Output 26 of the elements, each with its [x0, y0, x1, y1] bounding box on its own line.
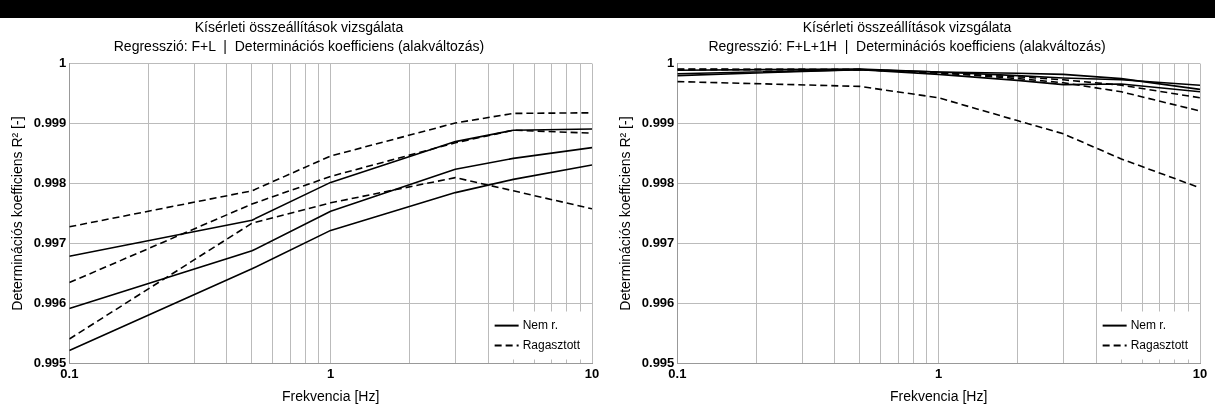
x-tick-label: 1: [935, 365, 943, 381]
x-tick-label: 1: [327, 365, 335, 381]
y-tick-label: 0.999: [33, 115, 67, 131]
y-tick-label: 0.998: [33, 175, 67, 191]
x-tick-label: 10: [1192, 365, 1208, 381]
chart-subtitle: Regresszió: F+L+1H | Determinációs koefficiens (alakváltozás): [708, 38, 1106, 55]
chart-subtitle: Regresszió: F+L | Determinációs koefficiens (alakváltozás): [113, 38, 485, 55]
legend-label: Ragasztott: [1130, 337, 1189, 352]
y-tick-label: 0.997: [33, 235, 67, 251]
y-tick-label: 0.999: [641, 115, 675, 131]
chart-title: Kísérleti összeállítások vizsgálata: [194, 19, 404, 36]
chart-title: Kísérleti összeállítások vizsgálata: [802, 19, 1012, 36]
y-axis-title: Determinációs koefficiens R² [-]: [9, 116, 26, 311]
x-tick-label: 10: [584, 365, 600, 381]
x-axis-title: Frekvencia [Hz]: [890, 388, 988, 405]
y-tick-label: 0.997: [641, 235, 675, 251]
y-tick-label: 1: [59, 55, 67, 71]
legend-label: Nem r.: [522, 317, 558, 332]
legend-label: Nem r.: [1130, 317, 1166, 332]
y-tick-label: 0.998: [641, 175, 675, 191]
y-tick-label: 1: [667, 55, 675, 71]
x-axis-title: Frekvencia [Hz]: [282, 388, 380, 405]
y-tick-label: 0.996: [641, 295, 675, 311]
y-axis-title: Determinációs koefficiens R² [-]: [617, 116, 634, 311]
legend-label: Ragasztott: [522, 337, 581, 352]
y-tick-label: 0.996: [33, 295, 67, 311]
